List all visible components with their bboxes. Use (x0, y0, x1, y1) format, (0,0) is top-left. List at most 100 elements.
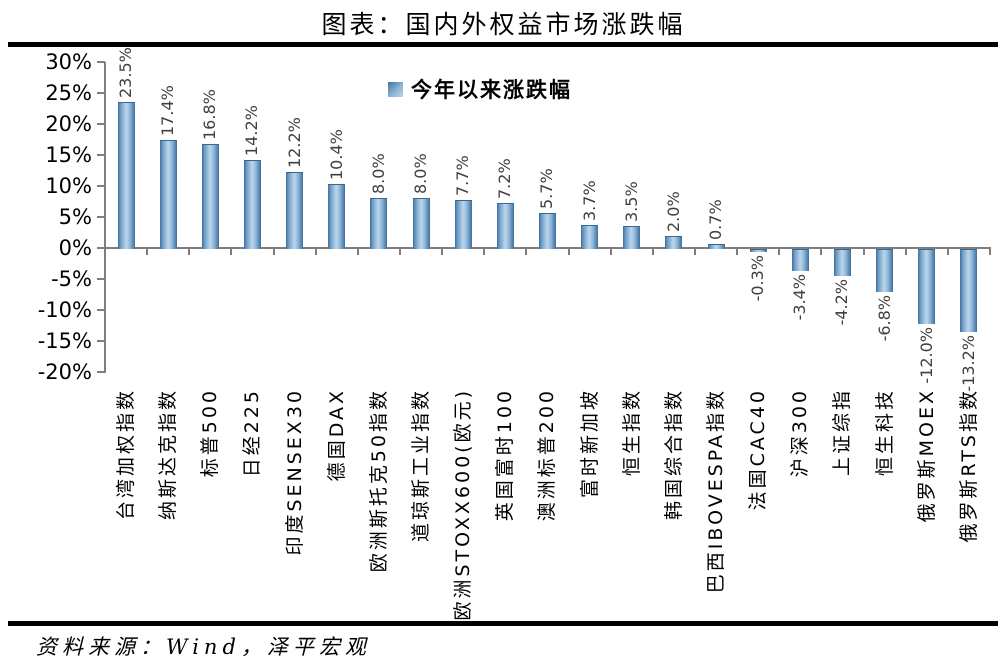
category-label: 印度SENSEX30 (283, 388, 306, 556)
category-label: 道琼斯工业指数 (410, 388, 433, 543)
bar-value-label: 3.7% (579, 180, 599, 222)
bottom-rule (8, 621, 998, 626)
x-axis-tick (272, 249, 275, 255)
x-axis-tick (188, 249, 191, 255)
bar-value-label: 8.0% (411, 153, 431, 195)
y-axis-tick (97, 185, 105, 187)
category-label: 德国DAX (325, 388, 348, 482)
x-axis-tick (146, 249, 149, 255)
bar (665, 235, 683, 249)
top-rule (8, 42, 998, 47)
x-axis-tick (441, 249, 444, 255)
bar-value-label: 7.2% (495, 158, 515, 200)
y-axis-tick (97, 123, 105, 125)
y-axis-tick (97, 247, 105, 249)
y-axis-tick (97, 216, 105, 218)
category-label: 韩国综合指数 (662, 388, 685, 521)
y-axis-tick (97, 92, 105, 94)
category-label: 纳斯达克指数 (157, 388, 180, 521)
y-axis-tick (97, 154, 105, 156)
x-axis-tick (567, 249, 570, 255)
x-axis-tick (946, 249, 949, 255)
category-label: 俄罗斯MOEX (915, 388, 938, 523)
legend: 今年以来涨跌幅 (388, 74, 572, 104)
x-axis-tick (988, 249, 991, 255)
y-axis-tick-label: 20% (45, 112, 92, 136)
x-axis-tick (398, 249, 401, 255)
bar (159, 140, 177, 249)
y-axis-tick-label: 5% (58, 205, 92, 229)
category-label: 标普500 (199, 388, 222, 478)
y-axis-tick-label: -5% (51, 267, 92, 291)
category-label: 巴西IBOVESPA指数 (705, 388, 728, 594)
bar-value-label: 3.5% (621, 181, 641, 223)
x-axis-tick (104, 249, 106, 255)
category-label: 欧洲斯托克50指数 (367, 388, 390, 573)
y-axis-tick (97, 278, 105, 280)
bar-value-label: 8.0% (368, 153, 388, 195)
bar (623, 226, 641, 249)
category-label: 俄罗斯RTS指数 (957, 388, 980, 543)
category-label: 沪深300 (789, 388, 812, 478)
category-label: 恒生指数 (620, 388, 643, 477)
legend-label: 今年以来涨跌幅 (411, 78, 572, 102)
x-axis-tick (314, 249, 317, 255)
bar-value-label: 14.2% (242, 105, 262, 156)
bar-value-label: 10.4% (326, 128, 346, 180)
y-axis-tick-label: 30% (45, 50, 92, 74)
legend-swatch-icon (388, 81, 403, 97)
y-axis-tick-label: 0% (58, 236, 92, 260)
category-label: 日经225 (241, 388, 264, 478)
bar (454, 200, 472, 249)
category-label: 台湾加权指数 (115, 388, 138, 521)
x-axis-tick (820, 249, 823, 255)
bar (243, 159, 261, 249)
bar (749, 249, 767, 252)
x-axis-tick (693, 249, 696, 255)
bar-value-label: 12.2% (284, 117, 304, 169)
category-label: 澳洲标普200 (536, 388, 559, 522)
bar-value-label: 2.0% (663, 190, 683, 232)
category-label: 上证综指 (831, 388, 854, 477)
category-label: 英国富时100 (494, 388, 517, 522)
bar (960, 249, 978, 332)
x-axis-tick (525, 249, 528, 255)
bar (707, 243, 725, 249)
x-axis-tick (609, 249, 612, 255)
bar (201, 143, 219, 249)
y-axis-tick (97, 371, 105, 373)
y-axis-tick (97, 309, 105, 311)
y-axis-tick-label: -20% (37, 360, 92, 384)
bar (286, 172, 304, 249)
bar-value-label: -4.2% (832, 279, 852, 326)
bar (833, 249, 851, 277)
x-axis-tick (778, 249, 781, 255)
y-axis-tick-label: -15% (37, 329, 92, 353)
y-axis-tick-label: 15% (45, 143, 92, 167)
bar-value-label: -6.8% (874, 295, 894, 342)
bar (918, 249, 936, 325)
y-axis-tick-label: 10% (45, 174, 92, 198)
category-label: 欧洲STOXX600(欧元) (452, 388, 475, 621)
bar-value-label: 17.4% (158, 85, 178, 137)
y-axis-tick-label: -10% (37, 298, 92, 322)
bar (581, 225, 599, 249)
bar (876, 249, 894, 293)
y-axis-tick (97, 340, 105, 342)
bar-value-label: -3.4% (790, 274, 810, 321)
bar (791, 249, 809, 272)
bar (538, 212, 556, 249)
bar (412, 198, 430, 249)
x-axis-tick (862, 249, 865, 255)
bar-value-label: 5.7% (537, 168, 557, 209)
bar (117, 102, 135, 249)
y-axis-tick-label: 25% (45, 81, 92, 105)
bar-value-label: -0.3% (748, 254, 768, 302)
x-axis-tick (356, 249, 359, 255)
source-note: 资料来源：Wind，泽平宏观 (36, 635, 371, 659)
chart-title: 图表：国内外权益市场涨跌幅 (321, 10, 686, 39)
category-label: 法国CAC40 (747, 388, 770, 511)
x-axis-tick (230, 249, 233, 255)
